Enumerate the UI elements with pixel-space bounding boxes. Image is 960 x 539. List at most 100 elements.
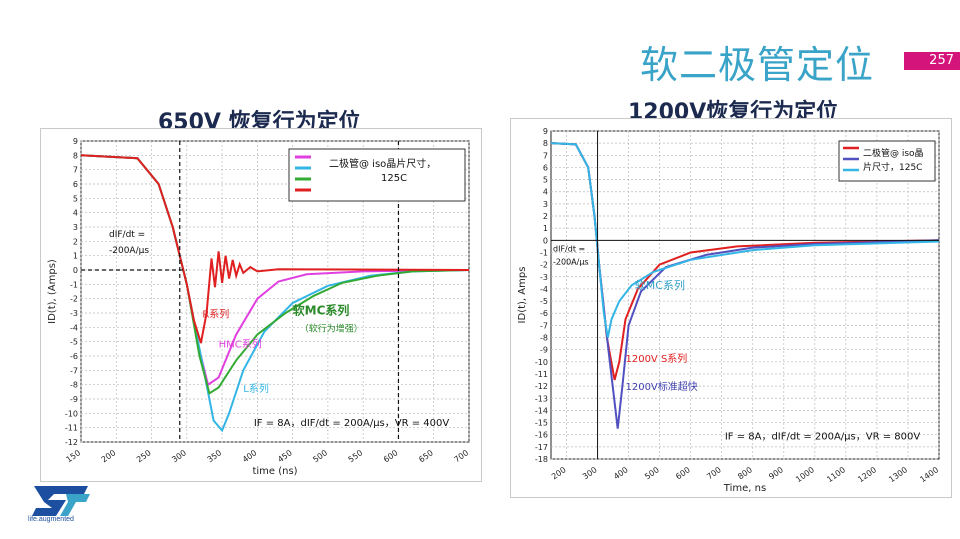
x-tick-label: 300 [170,448,188,464]
std-series-label: 1200V标准超快 [625,380,697,393]
y-tick-label: 5 [543,176,548,185]
y-tick-label: -17 [535,443,548,452]
y-tick-label: -15 [535,419,548,428]
x-tick-label: 1000 [794,465,816,484]
y-tick-label: -6 [540,309,548,318]
y-tick-label: -13 [535,394,548,403]
y-tick-label: -8 [70,381,78,390]
y-tick-label: -12 [65,438,78,447]
x-axis-label: Time, ns [723,483,766,494]
x-tick-label: 200 [550,465,568,481]
x-tick-label: 500 [643,465,661,481]
mc-series-note: （软行为增强） [300,323,363,335]
x-tick-label: 350 [206,448,224,464]
chart-1200v-svg: 9 8 7 6 5 4 3 2 1 0 -1 -2 -3 -4 -5 -6 -7 -8 -9 -10 -11 -12 -13… [517,127,940,494]
didt-label: dIF/dt = [553,244,585,253]
y-tick-label: -7 [70,366,78,375]
r-series-label: R系列 [202,307,229,320]
y-tick-label: 4 [73,209,78,218]
y-tick-label: -9 [70,395,78,404]
x-tick-label: 150 [64,448,82,464]
x-tick-label: 700 [452,448,470,464]
legend-box [288,148,466,202]
chart-650v-svg: 9 8 7 6 5 4 3 2 1 0 -1 -2 -3 -4 -5 -6 -7 -8 -9 -10 -11 -12150… [47,137,470,477]
didt-label: dIF/dt = [109,230,145,240]
y-tick-label: -4 [540,285,548,294]
didt-label: -200A/μs [109,246,149,256]
y-tick-label: -4 [70,323,78,332]
series-line [550,142,940,338]
x-tick-label: 1200 [856,465,878,484]
mc-series-label: 软MC系列 [293,302,350,317]
x-tick-label: 900 [767,465,785,481]
legend-text: 125C [381,173,407,184]
y-tick-label: -12 [535,382,548,391]
y-tick-label: 0 [73,266,78,275]
y-tick-label: -18 [535,455,548,464]
x-axis-label: time (ns) [252,466,297,477]
y-tick-label: -1 [70,280,78,289]
x-tick-label: 650 [417,448,435,464]
x-tick-label: 400 [241,448,259,464]
y-tick-label: 5 [73,194,78,203]
y-tick-label: 9 [73,137,78,146]
x-tick-label: 550 [347,448,365,464]
s-series-label: 1200V S系列 [625,352,687,365]
y-tick-label: 8 [543,139,548,148]
x-tick-label: 800 [736,465,754,481]
y-tick-label: -2 [540,261,548,270]
y-tick-label: -16 [535,431,548,440]
x-tick-label: 450 [276,448,294,464]
didt-label: -200A/μs [553,258,589,267]
y-tick-label: -3 [70,309,78,318]
y-tick-label: -14 [535,406,548,415]
y-tick-label: 8 [73,151,78,160]
y-tick-label: 2 [543,212,548,221]
y-tick-label: -8 [540,334,548,343]
x-tick-label: 1100 [825,465,847,484]
y-tick-label: -10 [65,409,78,418]
slide-title: 软二极管定位 [640,43,875,87]
legend-text: 二极管@ iso晶 [863,147,924,159]
y-tick-label: -1 [540,248,548,257]
l-series-label: L系列 [243,382,269,395]
test-conditions: IF = 8A，dIF/dt = 200A/μs，VR = 400V [254,418,450,429]
y-tick-label: -6 [70,352,78,361]
x-tick-label: 200 [100,448,118,464]
y-tick-label: -3 [540,273,548,282]
y-tick-label: 9 [543,127,548,136]
y-tick-label: 6 [543,163,548,172]
x-tick-label: 500 [311,448,329,464]
y-tick-label: 4 [543,188,548,197]
x-tick-label: 400 [612,465,630,481]
y-tick-label: -9 [540,346,548,355]
mc-series-label: 软MC系列 [635,278,685,292]
y-tick-label: -5 [70,338,78,347]
y-tick-label: 7 [543,151,548,160]
y-tick-label: 1 [73,252,78,261]
logo-tagline: life.augmented [28,516,74,523]
y-tick-label: -10 [535,358,548,367]
test-conditions: IF = 8A，dIF/dt = 200A/μs，VR = 800V [725,432,921,443]
x-tick-label: 300 [581,465,599,481]
legend-text: 二极管@ iso晶片尺寸， [329,157,436,170]
y-tick-label: -11 [65,424,78,433]
page-number: 257 [904,52,960,70]
y-tick-label: 3 [543,200,548,209]
y-axis-label: ID(t), Amps [517,267,528,324]
y-tick-label: 0 [543,236,548,245]
y-tick-label: -7 [540,321,548,330]
x-tick-label: 600 [674,465,692,481]
x-tick-label: 600 [382,448,400,464]
y-tick-label: 7 [73,166,78,175]
x-tick-label: 1400 [918,465,940,484]
y-tick-label: 1 [543,224,548,233]
y-tick-label: 3 [73,223,78,232]
chart-1200v: 9 8 7 6 5 4 3 2 1 0 -1 -2 -3 -4 -5 -6 -7 -8 -9 -10 -11 -12 -13… [510,118,952,498]
x-tick-label: 1300 [887,465,909,484]
chart-650v: 9 8 7 6 5 4 3 2 1 0 -1 -2 -3 -4 -5 -6 -7 -8 -9 -10 -11 -12 150… [40,128,482,482]
y-tick-label: 6 [73,180,78,189]
legend-text: 片尺寸，125C [863,161,922,173]
y-axis-label: ID(t), (Amps) [47,259,58,324]
st-logo-icon [32,486,90,516]
